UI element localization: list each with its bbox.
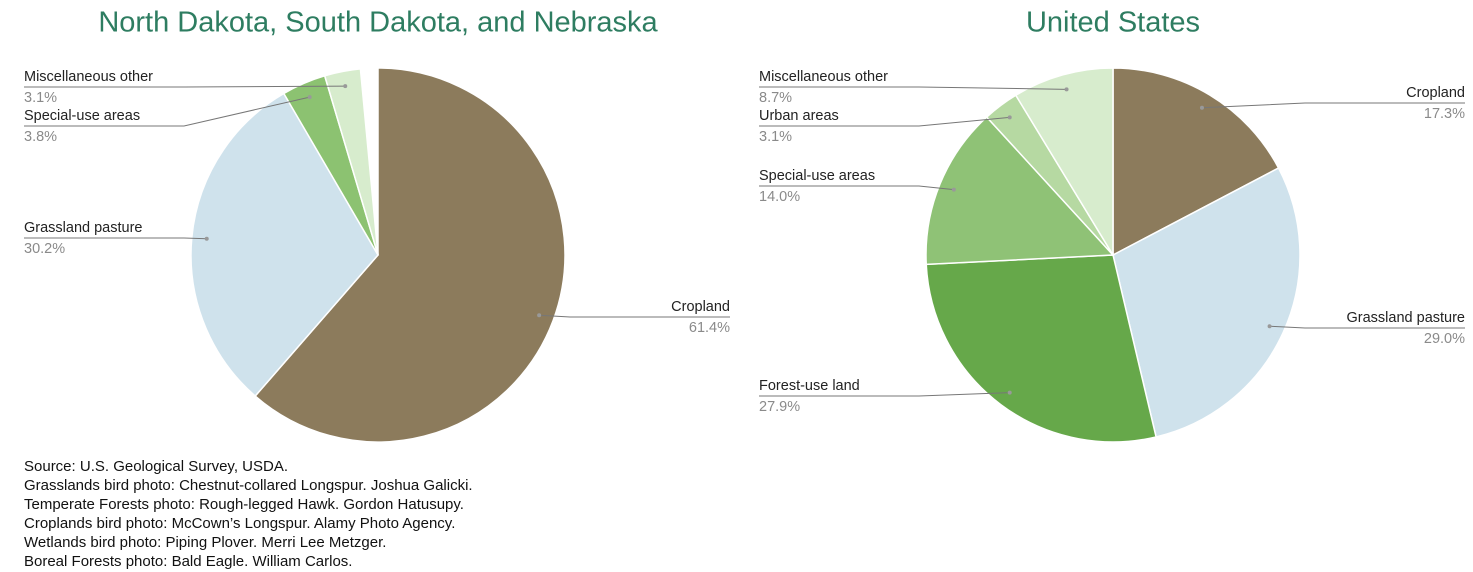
slice-label: Grassland pasture	[24, 220, 142, 236]
slice-value-label: 14.0%	[759, 189, 800, 205]
leader-dot	[1268, 324, 1272, 328]
slice-value-label: 29.0%	[1424, 331, 1465, 347]
slice-value-label: 3.1%	[759, 129, 792, 145]
slice-value-label: 3.8%	[24, 129, 57, 145]
chart-title: United States	[1026, 7, 1200, 39]
chart-title: North Dakota, South Dakota, and Nebraska	[98, 7, 658, 39]
source-note: Croplands bird photo: McCown’s Longspur.…	[24, 515, 455, 532]
slice-value-label: 17.3%	[1424, 106, 1465, 122]
leader-line	[24, 238, 207, 239]
leader-dot	[343, 84, 347, 88]
leader-dot	[308, 95, 312, 99]
slice-value-label: 61.4%	[689, 320, 730, 336]
source-note: Source: U.S. Geological Survey, USDA.	[24, 458, 288, 475]
slice-label: Special-use areas	[24, 108, 140, 124]
slice-label: Urban areas	[759, 108, 839, 124]
chart: North Dakota, South Dakota, and Nebraska…	[0, 0, 1473, 572]
leader-dot	[205, 237, 209, 241]
leader-line	[1270, 326, 1465, 328]
leader-dot	[1008, 391, 1012, 395]
leader-dot	[1008, 115, 1012, 119]
slice-label: Miscellaneous other	[759, 69, 888, 85]
leader-dot	[537, 313, 541, 317]
leader-dot	[952, 188, 956, 192]
slice-label: Miscellaneous other	[24, 69, 153, 85]
slice-label: Special-use areas	[759, 168, 875, 184]
slice-label: Cropland	[671, 299, 730, 315]
leader-line	[539, 315, 730, 317]
slice-label: Forest-use land	[759, 378, 860, 394]
leader-line	[759, 87, 1067, 89]
source-note: Boreal Forests photo: Bald Eagle. Willia…	[24, 553, 352, 570]
slice-value-label: 27.9%	[759, 399, 800, 415]
leader-dot	[1200, 106, 1204, 110]
source-note: Grasslands bird photo: Chestnut-collared…	[24, 477, 473, 494]
slice-label: Cropland	[1406, 85, 1465, 101]
leader-line	[24, 86, 345, 87]
slice-value-label: 3.1%	[24, 90, 57, 106]
source-note: Temperate Forests photo: Rough-legged Ha…	[24, 496, 464, 513]
slice-value-label: 30.2%	[24, 241, 65, 257]
slice-label: Grassland pasture	[1347, 310, 1465, 326]
slice-value-label: 8.7%	[759, 90, 792, 106]
leader-dot	[1065, 87, 1069, 91]
source-note: Wetlands bird photo: Piping Plover. Merr…	[24, 534, 386, 551]
